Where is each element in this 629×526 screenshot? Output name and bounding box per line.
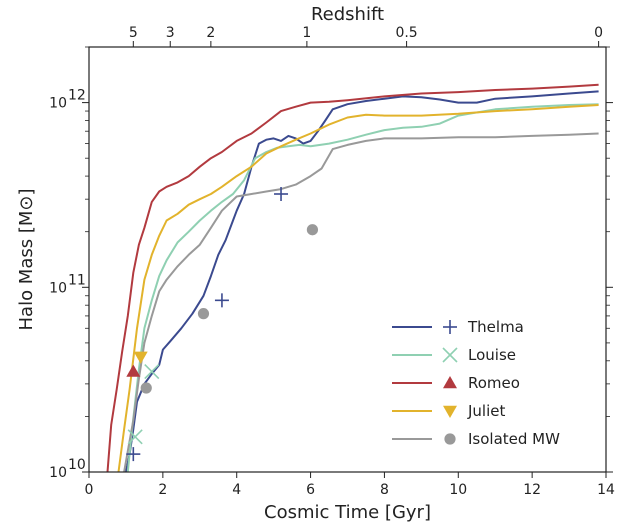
legend-label-thelma: Thelma — [467, 318, 524, 336]
y-tick-label: 10 — [49, 280, 67, 296]
marker-louise — [127, 429, 143, 445]
legend-label-louise: Louise — [468, 346, 516, 364]
legend-label-isolated-mw: Isolated MW — [468, 430, 560, 448]
y-tick-exponent: 10 — [68, 457, 86, 473]
x-tick-label: 14 — [597, 482, 615, 498]
marker-layer — [126, 186, 319, 462]
series-line-juliet — [117, 104, 599, 472]
top-axis-title: Redshift — [311, 4, 384, 25]
top-tick-label: 1 — [302, 25, 311, 41]
top-tick-label: 0 — [594, 25, 603, 41]
series-line-thelma — [124, 90, 599, 472]
y-tick-label: 10 — [49, 465, 67, 481]
y-tick-exponent: 12 — [68, 88, 86, 104]
legend-label-romeo: Romeo — [468, 374, 520, 392]
plot-frame — [88, 46, 607, 473]
series-line-isolated-mw — [123, 132, 599, 472]
legend: Thelma Louise Romeo Juliet Isolated MW — [392, 318, 560, 448]
x-tick-label: 8 — [380, 482, 389, 498]
series-line-louise — [126, 103, 599, 472]
series-line-romeo — [106, 83, 599, 472]
marker-isolated-mw — [306, 224, 319, 236]
top-tick-label: 3 — [166, 25, 175, 41]
legend-marker-louise — [442, 347, 458, 363]
marker-isolated-mw — [140, 382, 152, 394]
legend-marker-thelma — [443, 320, 457, 334]
x-tick-label: 10 — [449, 482, 467, 498]
x-tick-label: 6 — [306, 482, 315, 498]
y-tick-exponent: 11 — [68, 272, 86, 288]
legend-marker-juliet — [443, 405, 457, 418]
x-tick-label: 2 — [158, 482, 167, 498]
marker-thelma — [214, 293, 229, 308]
y-axis-title: Halo Mass [M⊙] — [16, 189, 37, 331]
marker-isolated-mw — [197, 308, 210, 320]
x-axis-title: Cosmic Time [Gyr] — [264, 502, 431, 523]
marker-thelma — [126, 447, 141, 462]
y-tick-label: 10 — [49, 96, 67, 112]
marker-romeo — [126, 364, 141, 377]
x-tick-label: 0 — [85, 482, 94, 498]
marker-juliet — [133, 351, 148, 364]
x-tick-label: 4 — [232, 482, 241, 498]
top-tick-label: 0.5 — [395, 25, 417, 41]
top-tick-label: 5 — [129, 25, 138, 41]
x-tick-label: 12 — [523, 482, 541, 498]
legend-label-juliet: Juliet — [467, 402, 505, 420]
series-layer — [106, 83, 599, 472]
series-lines — [106, 83, 599, 472]
marker-thelma — [274, 186, 289, 201]
legend-marker-isolated-mw — [444, 433, 456, 445]
top-tick-label: 2 — [206, 25, 215, 41]
marker-louise — [144, 363, 160, 380]
legend-marker-romeo — [443, 376, 457, 389]
